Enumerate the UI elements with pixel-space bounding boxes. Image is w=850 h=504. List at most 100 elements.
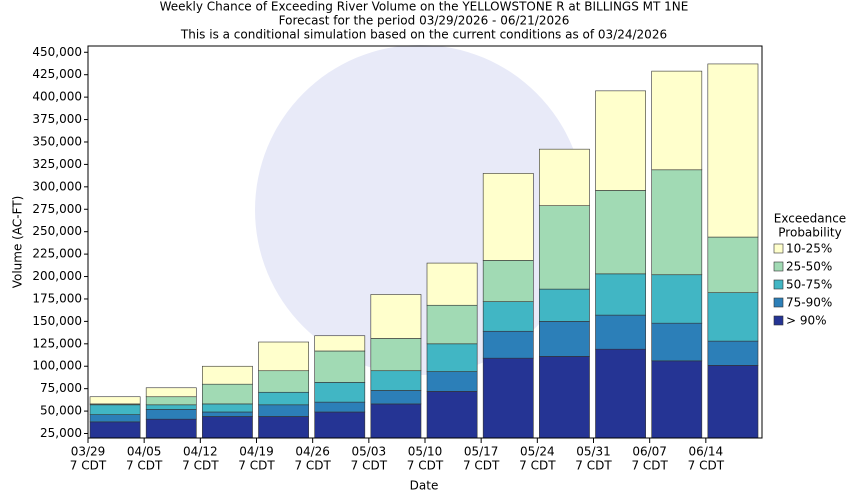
bar-segment xyxy=(202,383,253,405)
bar-segment xyxy=(426,304,478,345)
x-tick-label: 04/12 xyxy=(183,445,218,459)
bar-segment xyxy=(426,343,478,372)
bar-segment xyxy=(482,173,534,261)
bar-segment xyxy=(539,356,590,439)
x-tick-sublabel: 7 CDT xyxy=(631,459,668,473)
bar-segment xyxy=(202,411,253,417)
y-tick-label: 125,000 xyxy=(32,336,82,350)
x-tick-label: 05/17 xyxy=(464,445,499,459)
bar-segment xyxy=(370,370,422,391)
bar-segment xyxy=(258,416,309,439)
legend-label: 50-75% xyxy=(786,278,832,292)
y-tick-label: 150,000 xyxy=(32,314,82,328)
legend-label: 75-90% xyxy=(786,296,832,310)
bar-segment xyxy=(145,396,197,406)
y-tick-label: 175,000 xyxy=(32,291,82,305)
bar-segment xyxy=(145,418,197,439)
bar-segment xyxy=(370,403,422,439)
bar-segment xyxy=(707,365,759,439)
x-tick-sublabel: 7 CDT xyxy=(294,459,331,473)
x-tick-sublabel: 7 CDT xyxy=(182,459,219,473)
bar-segment xyxy=(595,190,646,275)
x-tick-label: 04/26 xyxy=(295,445,330,459)
bar-segment xyxy=(89,414,141,423)
bar-segment xyxy=(707,63,759,238)
x-tick-sublabel: 7 CDT xyxy=(351,459,388,473)
bar-segment xyxy=(595,348,646,439)
legend-swatch xyxy=(773,297,784,308)
bar-segment xyxy=(426,371,478,392)
chart-title: Weekly Chance of Exceeding River Volume … xyxy=(160,0,689,14)
legend-title: Exceedance xyxy=(774,212,846,226)
bar-segment xyxy=(426,262,478,306)
y-tick-label: 450,000 xyxy=(32,45,82,59)
x-axis-label: Date xyxy=(410,479,439,493)
x-tick-label: 04/05 xyxy=(127,445,162,459)
bar-segment xyxy=(258,341,309,372)
plot-border xyxy=(87,45,763,439)
legend-swatch xyxy=(773,243,784,254)
bar-segment xyxy=(651,169,703,276)
y-tick-label: 400,000 xyxy=(32,90,82,104)
y-tick-label: 100,000 xyxy=(32,359,82,373)
bar-segment xyxy=(202,365,253,385)
legend-label: 10-25% xyxy=(786,242,832,256)
bar-segment xyxy=(89,396,141,405)
bar-segment xyxy=(595,314,646,350)
legend-swatch xyxy=(773,279,784,290)
bar-segment xyxy=(370,338,422,372)
y-tick-label: 375,000 xyxy=(32,112,82,126)
legend-label: > 90% xyxy=(786,314,827,328)
bar-segment xyxy=(539,288,590,322)
x-tick-label: 05/24 xyxy=(520,445,555,459)
y-tick-label: 75,000 xyxy=(40,381,82,395)
x-tick-sublabel: 7 CDT xyxy=(688,459,725,473)
bar-segment xyxy=(202,416,253,439)
y-tick-label: 250,000 xyxy=(32,224,82,238)
x-tick-sublabel: 7 CDT xyxy=(519,459,556,473)
x-tick-label: 06/14 xyxy=(689,445,724,459)
x-tick-label: 05/31 xyxy=(576,445,611,459)
x-tick-label: 05/03 xyxy=(352,445,387,459)
x-tick-label: 04/19 xyxy=(239,445,274,459)
bar-segment xyxy=(258,404,309,417)
bar-segment xyxy=(314,335,366,352)
bar-segment xyxy=(314,401,366,413)
legend-swatch xyxy=(773,261,784,272)
bar-segment xyxy=(595,90,646,191)
chart-subtitle: This is a conditional simulation based o… xyxy=(180,28,667,42)
x-tick-sublabel: 7 CDT xyxy=(407,459,444,473)
legend-title: Probability xyxy=(778,226,841,240)
chart-subtitle: Forecast for the period 03/29/2026 - 06/… xyxy=(279,14,570,28)
bar-segment xyxy=(651,360,703,439)
bar-segment xyxy=(651,322,703,362)
bar-segment xyxy=(89,404,141,415)
x-tick-sublabel: 7 CDT xyxy=(126,459,163,473)
legend-label: 25-50% xyxy=(786,260,832,274)
bar-segment xyxy=(539,148,590,206)
x-tick-sublabel: 7 CDT xyxy=(575,459,612,473)
x-tick-sublabel: 7 CDT xyxy=(238,459,275,473)
bar-segment xyxy=(145,404,197,410)
bar-segment xyxy=(89,421,141,439)
bar-segment xyxy=(202,403,253,413)
bar-segment xyxy=(482,330,534,359)
x-tick-label: 06/07 xyxy=(632,445,667,459)
bar-segment xyxy=(314,350,366,383)
bar-segment xyxy=(258,370,309,393)
x-tick-label: 05/10 xyxy=(408,445,443,459)
bar-segment xyxy=(707,292,759,342)
bar-segment xyxy=(539,321,590,357)
bar-segment xyxy=(539,205,590,290)
y-tick-label: 50,000 xyxy=(40,404,82,418)
bar-segment xyxy=(482,260,534,302)
bar-segment xyxy=(145,408,197,420)
y-axis-label: Volume (AC-FT) xyxy=(11,196,25,289)
y-tick-label: 425,000 xyxy=(32,67,82,81)
x-tick-label: 03/29 xyxy=(71,445,106,459)
bar-segment xyxy=(482,357,534,439)
y-tick-label: 225,000 xyxy=(32,247,82,261)
bar-segment xyxy=(482,301,534,332)
bar-segment xyxy=(707,236,759,293)
